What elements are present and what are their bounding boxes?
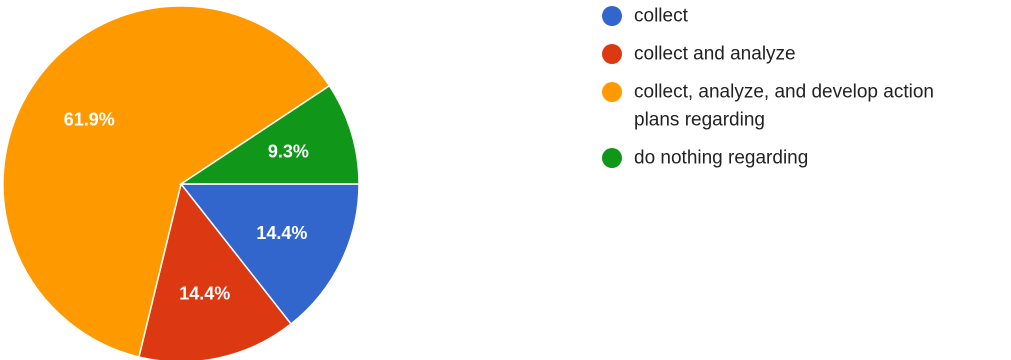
pie-slice xyxy=(2,5,331,358)
legend-item: collect xyxy=(602,6,689,27)
legend-swatch xyxy=(602,6,622,26)
legend-label: collect and analyze xyxy=(634,44,796,65)
pie-slice xyxy=(137,182,293,360)
pie-slice xyxy=(179,183,360,326)
pie-slice-label: 61.9% xyxy=(64,110,115,130)
legend-label: collect, analyze, and develop action xyxy=(634,82,934,103)
legend-swatch xyxy=(602,44,622,64)
pie-slice-label: 9.3% xyxy=(268,142,309,162)
legend-item: collect, analyze, and develop action plan… xyxy=(602,82,934,131)
legend-item: do nothing regarding xyxy=(602,148,808,169)
pie-slice-labels: 14.4% 14.4% 61.9% 9.3% xyxy=(64,110,309,304)
legend-swatch xyxy=(602,82,622,102)
legend-item: collect and analyze xyxy=(602,44,796,65)
pie-slice-label: 14.4% xyxy=(179,284,230,304)
pie-slice xyxy=(178,84,360,185)
legend-label: plans regarding xyxy=(634,110,765,131)
legend: collect collect and analyze collect, analy… xyxy=(602,6,934,169)
legend-swatch xyxy=(602,148,622,168)
legend-label: collect xyxy=(634,6,689,27)
pie-slice-label: 14.4% xyxy=(256,223,307,243)
legend-label: do nothing regarding xyxy=(634,148,808,169)
pie-slices xyxy=(2,5,360,360)
